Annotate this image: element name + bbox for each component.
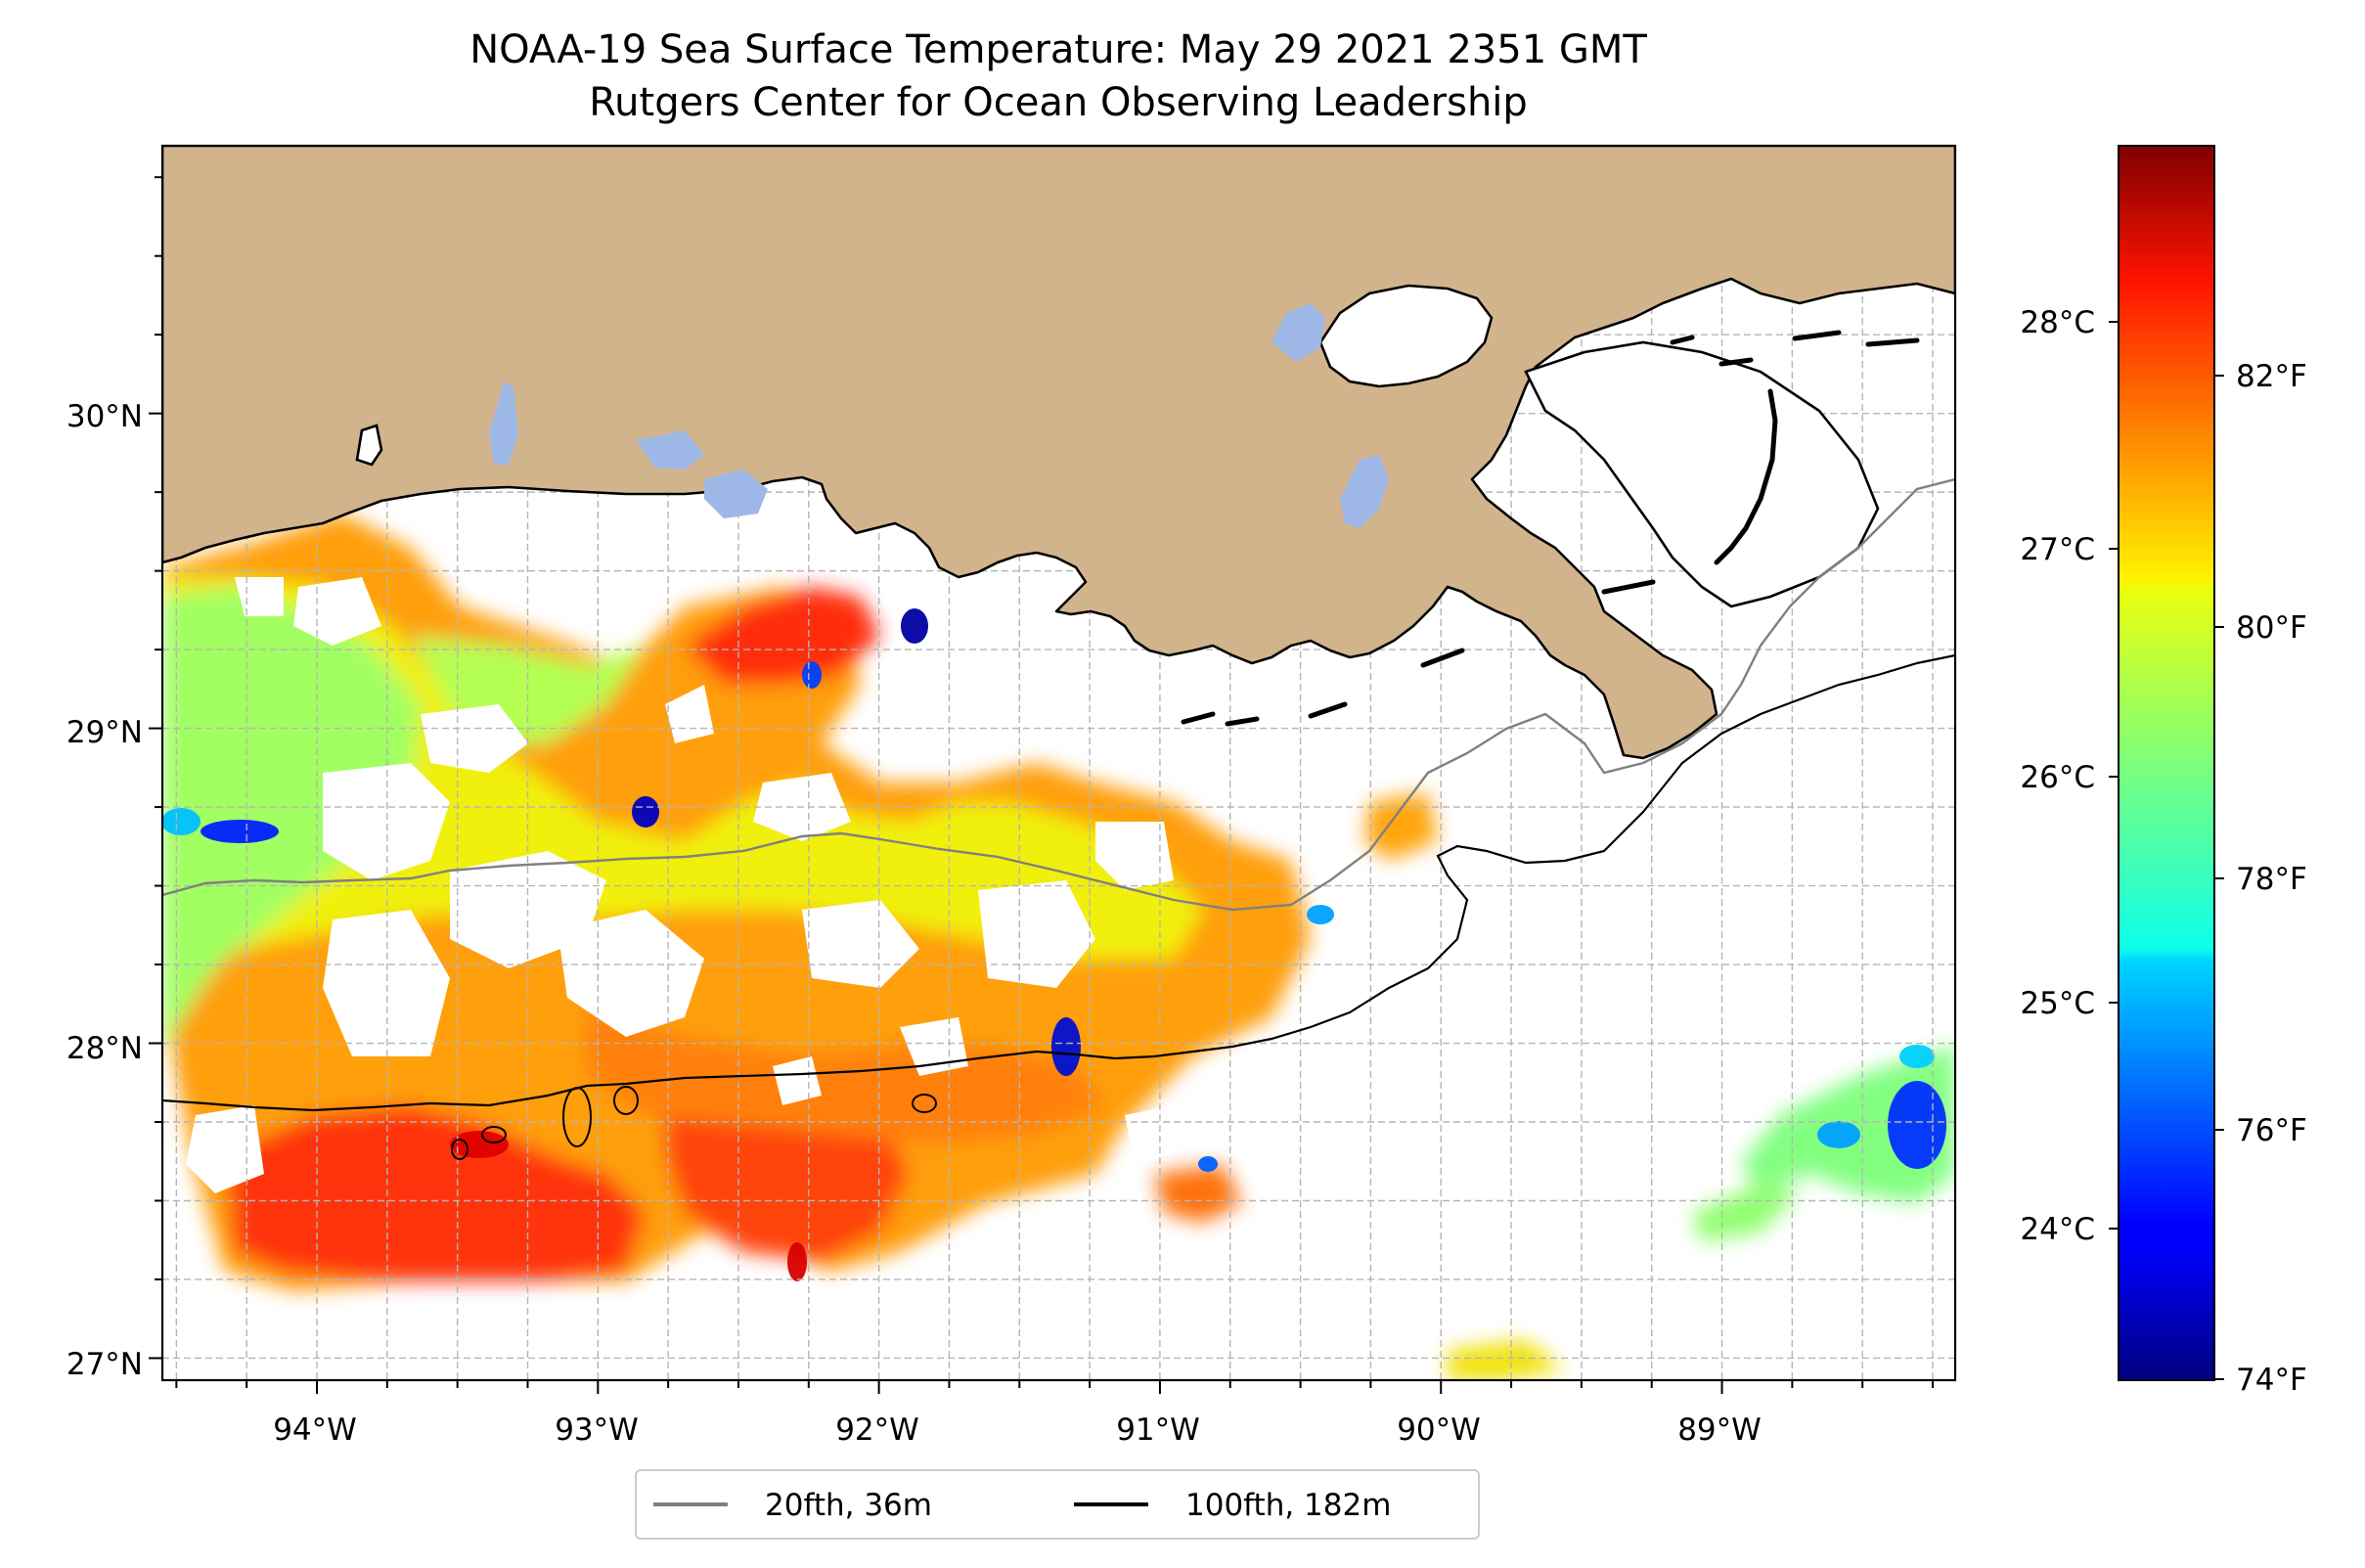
lake (1340, 455, 1389, 528)
sst-field (162, 449, 1955, 1380)
sst-cool-spot (201, 820, 279, 843)
sst-cool-spot (632, 796, 659, 828)
lon-tick-label: 92°W (835, 1412, 919, 1448)
sst-cool-spot (162, 808, 201, 835)
colorbar-fahrenheit-ticks (2214, 375, 2224, 1380)
lat-ticks (149, 176, 162, 1360)
cloud-gap (802, 900, 919, 988)
lat-tick-label: 29°N (67, 715, 143, 750)
legend-label-20fth: 20fth, 36m (765, 1488, 932, 1523)
cloud-gap (293, 577, 381, 646)
cloud-gap (323, 910, 450, 1056)
lon-tick-label: 90°W (1397, 1412, 1481, 1448)
delta-water (1524, 340, 1880, 608)
sst-green-west (162, 587, 421, 1056)
lat-tick-label: 30°N (67, 399, 143, 434)
cloud-gap (186, 1105, 264, 1193)
colorbar-celsius-label: 26°C (2020, 760, 2095, 795)
cloud-gap (323, 763, 450, 880)
title-line-1: NOAA-19 Sea Surface Temperature: May 29 … (469, 27, 1647, 72)
lake (636, 430, 704, 470)
colorbar-celsius-label: 24°C (2020, 1212, 2095, 1247)
colorbar-fahrenheit-label: 74°F (2236, 1363, 2307, 1398)
sst-cool-spot (1899, 1045, 1935, 1068)
colorbar: 28°C 27°C 26°C 25°C 24°C 82°F 80°F 78°F … (2020, 145, 2307, 1398)
sst-cool-spot (901, 608, 928, 644)
cloud-gap (1095, 822, 1174, 890)
colorbar-celsius-ticks (2109, 321, 2119, 1230)
cloud-gap (558, 910, 704, 1037)
lon-tick-label: 89°W (1677, 1412, 1762, 1448)
isobath-20fth (162, 477, 1955, 912)
colorbar-fahrenheit-label: 80°F (2236, 610, 2307, 646)
lake-sabine (355, 424, 383, 467)
sst-warm-spot (787, 1242, 807, 1281)
colorbar-celsius-label: 27°C (2020, 532, 2095, 567)
sst-cool-spot (1817, 1121, 1860, 1148)
isobath-100fth (162, 653, 1955, 1112)
sst-small-south (1154, 1164, 1242, 1223)
sst-red-northeast (685, 587, 880, 685)
sst-small-90w (1364, 792, 1438, 861)
sst-small-southeast (1448, 1340, 1565, 1380)
sst-orange-band (587, 1008, 1105, 1144)
cloud-gap (1125, 1105, 1174, 1164)
colorbar-celsius-label: 28°C (2020, 305, 2095, 340)
lon-tick-label: 93°W (555, 1412, 639, 1448)
colorbar-fahrenheit-label: 76°F (2236, 1113, 2307, 1148)
barrier-islands (1181, 330, 1920, 727)
land-louisiana (162, 146, 1955, 760)
sst-red-south (225, 1105, 646, 1281)
sst-cool-spot (1307, 905, 1334, 924)
lon-tick-label: 94°W (273, 1412, 357, 1448)
cloud-gap (773, 1056, 822, 1105)
lake-pontchartrain (1318, 284, 1494, 388)
map-panel (162, 146, 1955, 1380)
legend: 20fth, 36m 100fth, 182m (635, 1469, 1480, 1540)
lake (489, 381, 518, 465)
sst-cool-spot (1051, 1017, 1081, 1076)
colorbar-fahrenheit-label: 82°F (2236, 359, 2307, 394)
colorbar-fahrenheit-label: 78°F (2236, 862, 2307, 897)
lake (1272, 303, 1325, 362)
legend-label-100fth: 100fth, 182m (1185, 1488, 1391, 1523)
cloud-gap (978, 880, 1095, 988)
lat-tick-label: 28°N (67, 1031, 143, 1066)
cloud-gap (421, 704, 528, 773)
sst-east-patch-tail (1692, 1184, 1800, 1242)
lake (704, 470, 768, 518)
lat-tick-label: 27°N (67, 1347, 143, 1382)
lon-tick-label: 91°W (1116, 1412, 1200, 1448)
sst-cool-spot (1888, 1081, 1946, 1169)
sst-cool-spot (1198, 1156, 1218, 1172)
sst-cool-spot (802, 661, 822, 689)
colorbar-celsius-label: 25°C (2020, 986, 2095, 1021)
title-line-2: Rutgers Center for Ocean Observing Leade… (589, 80, 1528, 125)
isobath-100fth-loops (451, 1086, 937, 1160)
lat-tick-labels: 27°N 28°N 29°N 30°N (67, 399, 143, 1382)
lon-tick-labels: 94°W 93°W 92°W 91°W 90°W 89°W (273, 1412, 1762, 1448)
legend-box (635, 1469, 1480, 1540)
colorbar-gradient (2118, 145, 2215, 1381)
cloud-gap (949, 675, 1047, 743)
sst-warm-spot (450, 1131, 509, 1158)
lon-ticks (175, 1380, 1935, 1394)
map-frame (160, 144, 1957, 1382)
